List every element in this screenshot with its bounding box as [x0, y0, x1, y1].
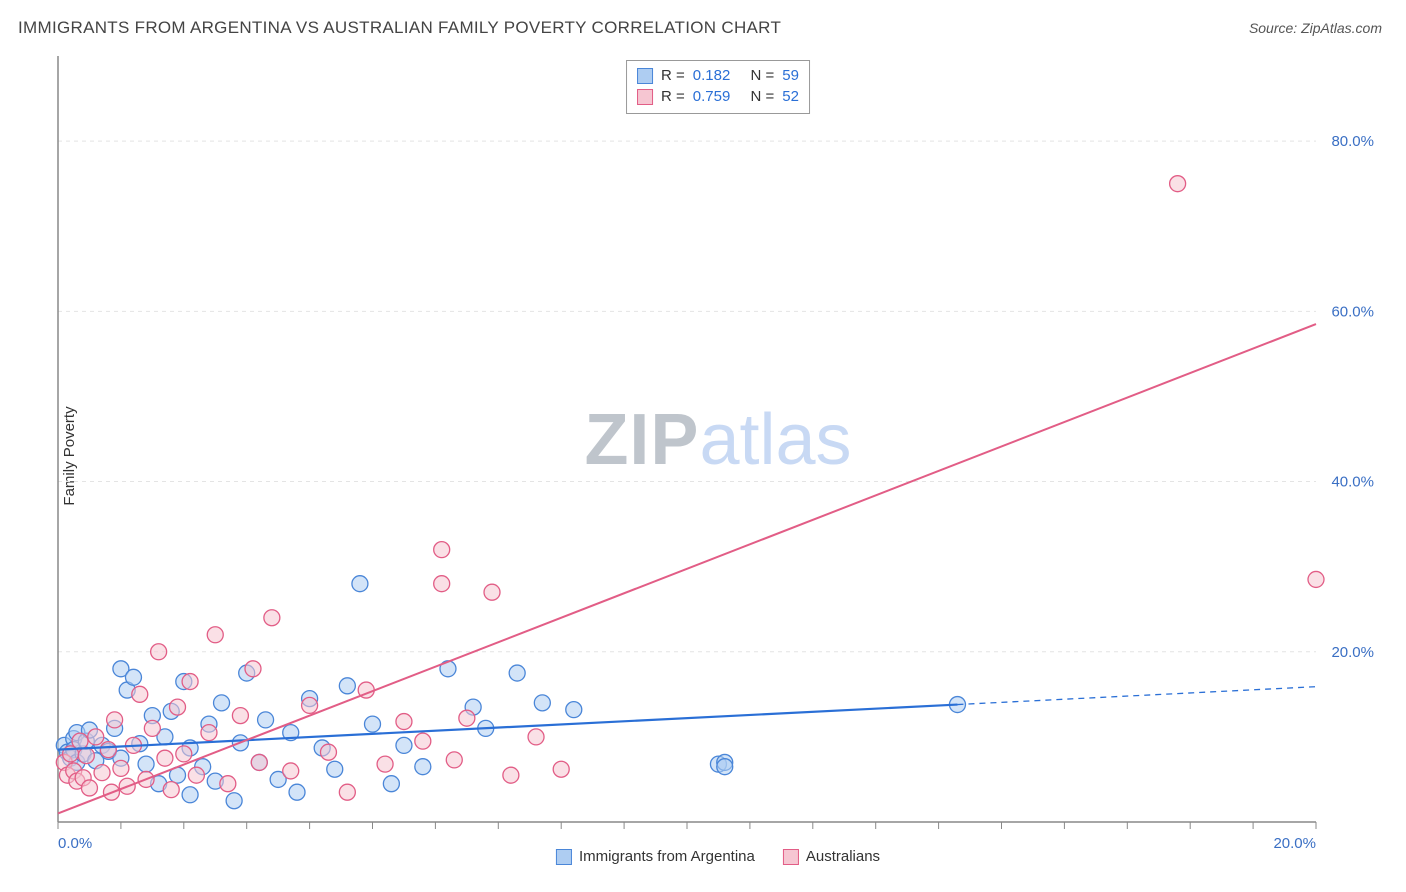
svg-text:40.0%: 40.0%	[1331, 474, 1374, 491]
legend-item-australians: Australians	[783, 848, 880, 865]
r-label: R =	[661, 65, 685, 86]
svg-text:0.0%: 0.0%	[58, 835, 92, 852]
n-label: N =	[751, 65, 775, 86]
n-value: 52	[782, 86, 799, 107]
legend-label: Immigrants from Argentina	[579, 848, 755, 865]
legend-swatch-australians	[637, 89, 653, 105]
corr-row-australians: R = 0.759 N = 52	[637, 86, 799, 107]
r-label: R =	[661, 86, 685, 107]
legend-swatch-argentina	[637, 68, 653, 84]
legend-swatch-australians	[783, 849, 799, 865]
chart-container: Family Poverty ZIPatlas 0.0%20.0%20.0%40…	[50, 50, 1386, 862]
n-value: 59	[782, 65, 799, 86]
r-value: 0.182	[693, 65, 731, 86]
corr-row-argentina: R = 0.182 N = 59	[637, 65, 799, 86]
svg-text:20.0%: 20.0%	[1273, 835, 1316, 852]
svg-text:80.0%: 80.0%	[1331, 133, 1374, 150]
svg-text:60.0%: 60.0%	[1331, 303, 1374, 320]
legend-swatch-argentina	[556, 849, 572, 865]
chart-title: IMMIGRANTS FROM ARGENTINA VS AUSTRALIAN …	[18, 18, 781, 38]
series-legend: Immigrants from Argentina Australians	[556, 848, 880, 865]
r-value: 0.759	[693, 86, 731, 107]
svg-text:20.0%: 20.0%	[1331, 644, 1374, 661]
scatter-plot: 0.0% 20.0% 20.0% 40.0% 60.0% 80.0%	[50, 50, 1386, 862]
source-credit: Source: ZipAtlas.com	[1249, 20, 1382, 36]
n-label: N =	[751, 86, 775, 107]
legend-label: Australians	[806, 848, 880, 865]
correlation-legend: R = 0.182 N = 59 R = 0.759 N = 52	[626, 60, 810, 114]
legend-item-argentina: Immigrants from Argentina	[556, 848, 755, 865]
